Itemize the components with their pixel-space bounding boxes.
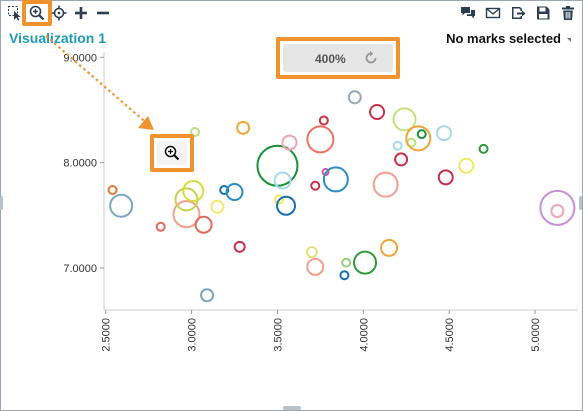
zoom-out-button[interactable]: [93, 3, 113, 23]
left-resize-grip[interactable]: [0, 196, 3, 210]
envelope-icon: [485, 7, 501, 19]
scatter-point[interactable]: [210, 199, 225, 214]
x-tick-label: 4.5000: [444, 318, 456, 352]
select-tool-button[interactable]: [5, 3, 25, 23]
scatter-point[interactable]: [392, 107, 417, 132]
y-tick-label: 8.0000: [63, 158, 97, 170]
pan-tool-button[interactable]: [49, 3, 69, 23]
callout-arrow-head: [138, 116, 154, 130]
scatter-point[interactable]: [353, 250, 378, 275]
scatter-point[interactable]: [372, 171, 399, 198]
scatter-point[interactable]: [190, 127, 201, 138]
scatter-point[interactable]: [182, 180, 205, 203]
scatter-point[interactable]: [172, 200, 201, 229]
scatter-point[interactable]: [155, 221, 166, 232]
scatter-point[interactable]: [306, 257, 325, 276]
chat-bubbles-icon: [461, 7, 475, 19]
scatter-point[interactable]: [394, 152, 409, 167]
plus-icon: [75, 7, 87, 19]
callout-arrow-line: [45, 35, 151, 127]
scatter-point[interactable]: [347, 90, 362, 105]
zoom-level-value: 400%: [315, 52, 346, 66]
reset-zoom-icon[interactable]: [363, 50, 379, 66]
scatter-point[interactable]: [318, 115, 329, 126]
x-tick-label: 2.5000: [101, 318, 113, 352]
scatter-point[interactable]: [200, 288, 215, 303]
scatter-point[interactable]: [194, 215, 213, 234]
scatter-point[interactable]: [458, 157, 475, 174]
marks-selection-status[interactable]: No marks selected: [446, 31, 561, 46]
scatter-point[interactable]: [341, 257, 352, 268]
delete-button[interactable]: [558, 3, 578, 23]
y-tick-label: 7.0000: [63, 263, 97, 275]
export-icon: [512, 7, 526, 19]
email-button[interactable]: [483, 3, 503, 23]
comments-button[interactable]: [458, 3, 478, 23]
cursor-select-icon: [8, 6, 21, 21]
magnifier-plus-cursor-icon: [164, 145, 180, 161]
scatter-point[interactable]: [219, 184, 230, 195]
marks-dropdown-caret-icon[interactable]: [567, 38, 571, 42]
minus-icon: [97, 11, 109, 15]
crosshair-icon: [51, 5, 67, 21]
x-tick-label: 5.0000: [530, 318, 542, 352]
scatter-point[interactable]: [380, 238, 399, 257]
x-tick-label: 3.5000: [272, 318, 284, 352]
scatter-point[interactable]: [273, 171, 292, 190]
scatter-point[interactable]: [539, 189, 576, 226]
points-layer: [107, 90, 576, 318]
visualization-title: Visualization 1: [9, 30, 106, 46]
toolbar: [1, 1, 582, 25]
scatter-point[interactable]: [416, 129, 427, 140]
right-resize-grip[interactable]: [579, 196, 582, 210]
trash-icon: [562, 6, 574, 20]
zoom-level-indicator: 400%: [283, 44, 393, 72]
scatter-point[interactable]: [322, 166, 349, 193]
bottom-resize-grip[interactable]: [283, 406, 301, 410]
y-tick-label: 9.0000: [63, 52, 97, 64]
save-button[interactable]: [533, 3, 553, 23]
scatter-point[interactable]: [405, 125, 432, 152]
zoom-tool-button[interactable]: [27, 3, 47, 23]
magnifier-plus-icon: [29, 5, 45, 21]
scatter-point[interactable]: [236, 120, 251, 135]
zoom-in-button[interactable]: [71, 3, 91, 23]
scatter-point[interactable]: [392, 140, 403, 151]
scatter-point[interactable]: [339, 270, 350, 281]
scatter-point[interactable]: [305, 246, 318, 259]
scatter-point[interactable]: [306, 125, 335, 154]
scatter-point[interactable]: [276, 195, 297, 216]
scatter-point[interactable]: [107, 184, 118, 195]
zoom-cursor: [157, 141, 187, 165]
floppy-disk-icon: [537, 6, 550, 20]
scatter-point[interactable]: [310, 180, 321, 191]
scatter-point[interactable]: [233, 240, 246, 253]
scatter-point[interactable]: [436, 125, 453, 142]
scatter-point[interactable]: [225, 183, 244, 202]
scatter-point[interactable]: [466, 309, 474, 318]
scatter-point[interactable]: [369, 104, 386, 121]
axis-layer: 7.0000 8.0000 9.0000 2.5000 3.0000 3.5000 4.00…: [63, 52, 578, 352]
x-tick-label: 3.0000: [187, 318, 199, 352]
scatter-point[interactable]: [478, 143, 489, 154]
export-button[interactable]: [508, 3, 528, 23]
scatter-point[interactable]: [274, 194, 285, 205]
scatter-point[interactable]: [109, 193, 134, 218]
scatter-point[interactable]: [281, 134, 298, 151]
scatter-point[interactable]: [437, 169, 454, 186]
x-tick-label: 4.0000: [358, 318, 370, 352]
scatter-point[interactable]: [550, 204, 565, 219]
